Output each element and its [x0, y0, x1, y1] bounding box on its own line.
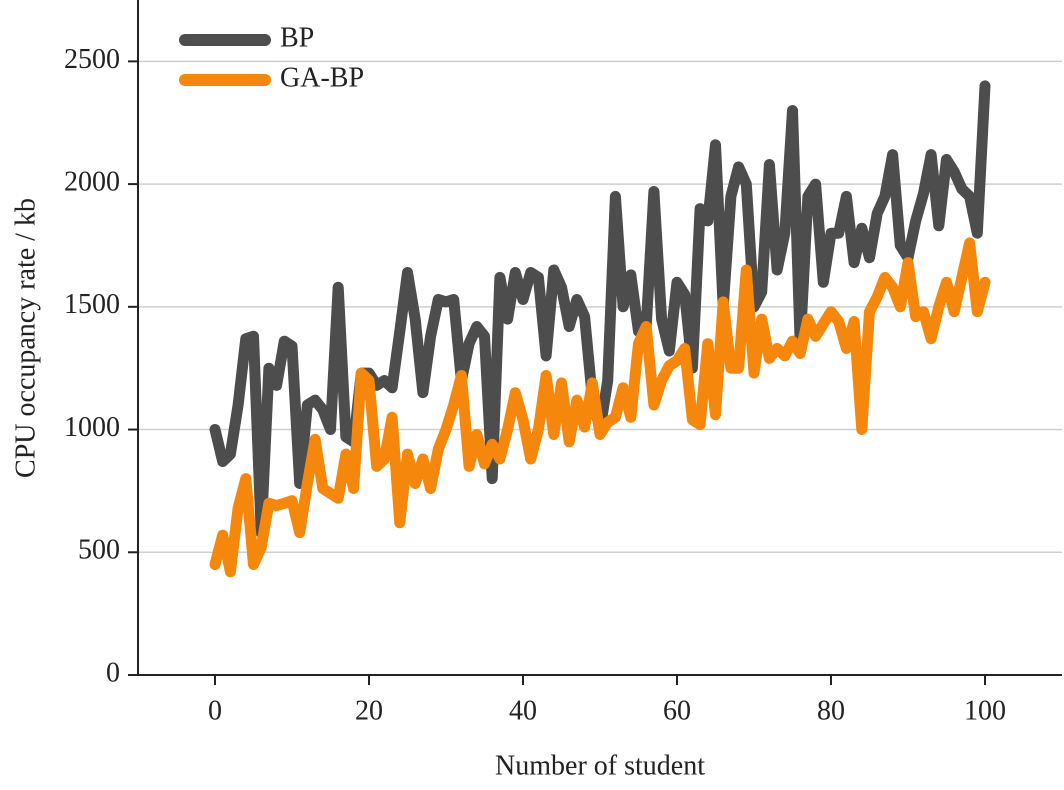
x-tick-label: 100 [964, 695, 1006, 726]
y-tick-label: 1000 [64, 412, 120, 443]
y-tick-label: 0 [106, 657, 120, 688]
legend-label: BP [280, 22, 314, 53]
y-tick-label: 2000 [64, 167, 120, 198]
legend-label: GA-BP [280, 62, 364, 93]
x-axis-label: Number of student [495, 750, 705, 781]
y-tick-label: 1500 [64, 289, 120, 320]
y-axis-label: CPU occupancy rate / kb [10, 198, 41, 478]
y-tick-label: 2500 [64, 44, 120, 75]
x-tick-label: 40 [509, 695, 537, 726]
x-tick-label: 80 [817, 695, 845, 726]
x-tick-label: 0 [208, 695, 222, 726]
series-line [209, 237, 991, 578]
y-tick-label: 500 [78, 535, 120, 566]
x-tick-label: 60 [663, 695, 691, 726]
x-tick-label: 20 [355, 695, 383, 726]
